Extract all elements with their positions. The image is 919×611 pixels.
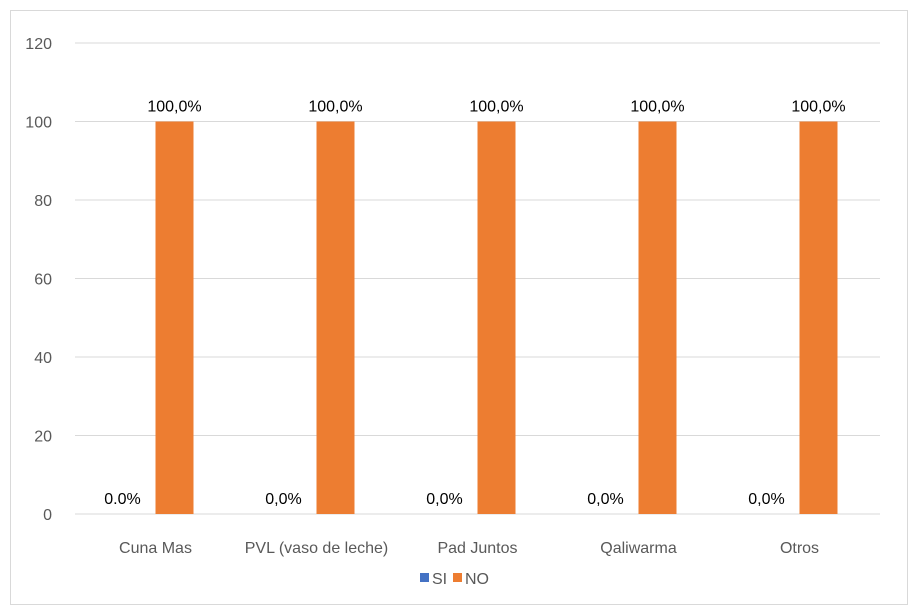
x-category-label: PVL (vaso de leche) (245, 540, 388, 557)
data-label-no: 100,0% (791, 99, 845, 116)
y-tick-label: 40 (34, 350, 52, 367)
legend-label-si: SI (432, 571, 447, 588)
data-label-no: 100,0% (308, 99, 362, 116)
x-category-label: Qaliwarma (600, 540, 677, 557)
bar-no (477, 121, 516, 514)
data-label-si: 0,0% (426, 491, 462, 508)
x-category-label: Pad Juntos (437, 540, 517, 557)
legend-label-no: NO (465, 571, 489, 588)
y-tick-label: 0 (43, 507, 52, 524)
data-label-si: 0,0% (265, 491, 301, 508)
data-label-si: 0,0% (587, 491, 623, 508)
data-labels: 0.0% 0,0% 0,0% 0,0% 0,0% 100,0% 100,0% 100,0% 10… (104, 99, 845, 509)
legend-swatch-si (420, 573, 429, 582)
x-category-label: Otros (780, 540, 819, 557)
bar-no (155, 121, 194, 514)
y-tick-label: 60 (34, 272, 52, 289)
data-label-no: 100,0% (630, 99, 684, 116)
bar-no (799, 121, 838, 514)
y-tick-label: 80 (34, 193, 52, 210)
y-tick-label: 20 (34, 429, 52, 446)
x-category-label: Cuna Mas (119, 540, 192, 557)
y-axis-ticks: 0 20 40 60 80 100 120 (25, 36, 52, 524)
y-tick-label: 120 (25, 36, 52, 53)
y-tick-label: 100 (25, 115, 52, 132)
bars (155, 121, 838, 514)
x-axis-categories: Cuna Mas PVL (vaso de leche) Pad Juntos Qal… (119, 540, 819, 557)
data-label-si: 0.0% (104, 491, 140, 508)
data-label-no: 100,0% (147, 99, 201, 116)
legend-swatch-no (453, 573, 462, 582)
data-label-no: 100,0% (469, 99, 523, 116)
legend: SI NO (420, 571, 489, 588)
bar-no (638, 121, 677, 514)
bar-no (316, 121, 355, 514)
data-label-si: 0,0% (748, 491, 784, 508)
